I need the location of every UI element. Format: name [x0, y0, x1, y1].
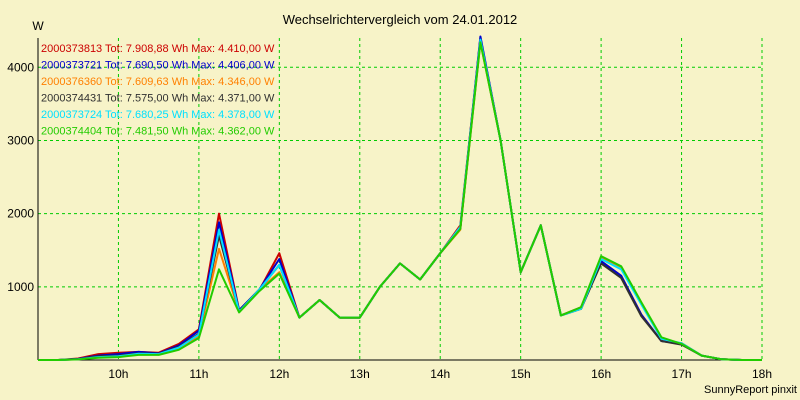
- legend-entry-2000373724: 2000373724 Tot: 7.680,25 Wh Max: 4.378,0…: [41, 109, 275, 121]
- x-tick-label: 11h: [189, 367, 208, 381]
- tick-labels: 10h 11h 12h 13h 14h 15h 16h 17h 18h 1000 2000 3000 4…: [7, 60, 772, 381]
- y-axis-label: W: [32, 19, 44, 33]
- x-tick-label: 12h: [269, 367, 289, 381]
- x-tick-label: 10h: [108, 367, 128, 381]
- x-tick-label: 13h: [350, 367, 370, 381]
- x-tick-label: 17h: [672, 367, 692, 381]
- legend-entry-2000374404: 2000374404 Tot: 7.481,50 Wh Max: 4.362,0…: [41, 126, 275, 138]
- x-tick-label: 16h: [591, 367, 611, 381]
- legend-entry-2000376360: 2000376360 Tot: 7.609,63 Wh Max: 4.346,0…: [41, 76, 275, 88]
- axes: [37, 38, 762, 361]
- y-tick-label: 1000: [7, 280, 34, 294]
- legend: 2000373813 Tot: 7.908,88 Wh Max: 4.410,0…: [41, 43, 275, 138]
- y-tick-label: 4000: [7, 60, 34, 74]
- grid-lines: [38, 38, 763, 360]
- series-line-2000374404: [38, 41, 762, 361]
- y-tick-label: 2000: [7, 207, 34, 221]
- legend-entry-2000373813: 2000373813 Tot: 7.908,88 Wh Max: 4.410,0…: [41, 43, 275, 55]
- y-tick-label: 3000: [7, 133, 34, 147]
- x-tick-label: 14h: [430, 367, 450, 381]
- chart-title: Wechselrichtervergleich vom 24.01.2012: [283, 12, 518, 27]
- footer-credit: SunnyReport pinxit: [704, 384, 797, 396]
- x-tick-label: 18h: [752, 367, 772, 381]
- x-tick-label: 15h: [511, 367, 531, 381]
- legend-entry-2000374431: 2000374431 Tot: 7.575,00 Wh Max: 4.371,0…: [41, 93, 275, 105]
- legend-entry-2000373721: 2000373721 Tot: 7.690,50 Wh Max: 4.406,0…: [41, 60, 275, 72]
- series-lines: [38, 35, 762, 361]
